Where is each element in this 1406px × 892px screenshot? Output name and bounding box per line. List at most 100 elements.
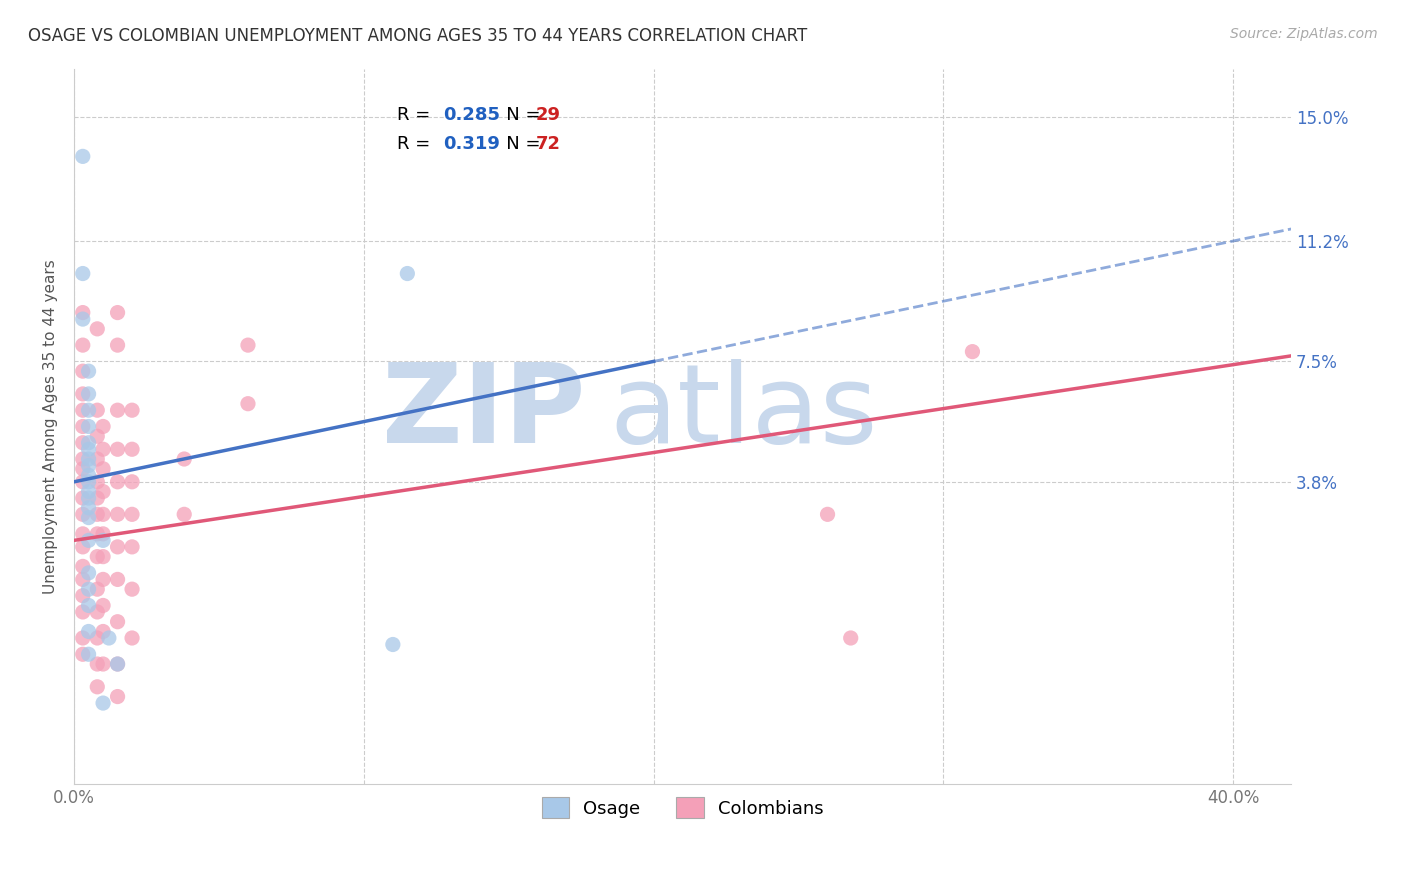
Point (107, 540, 129, 554)
Point (86, 605, 108, 619)
Point (72, 647, 94, 661)
Point (962, 344, 984, 359)
Point (72, 526, 94, 541)
Point (381, 638, 404, 652)
Point (77, 387, 100, 401)
Point (91, 442, 114, 457)
Point (72, 305, 94, 319)
Point (107, 615, 129, 629)
Y-axis label: Unemployment Among Ages 35 to 44 years: Unemployment Among Ages 35 to 44 years (44, 259, 58, 594)
Point (86, 526, 108, 541)
Point (72, 312, 94, 326)
Point (107, 657, 129, 671)
Point (72, 559, 94, 574)
Point (91, 696, 114, 710)
Text: 0.319: 0.319 (443, 135, 499, 153)
Point (77, 599, 100, 613)
Point (72, 491, 94, 505)
Point (86, 657, 108, 671)
Point (91, 462, 114, 476)
Point (91, 573, 114, 587)
Point (86, 429, 108, 443)
Point (91, 533, 114, 548)
Point (72, 338, 94, 352)
Point (77, 647, 100, 661)
Point (72, 573, 94, 587)
Point (91, 657, 114, 671)
Point (107, 475, 129, 489)
Point (396, 267, 419, 281)
Point (107, 403, 129, 417)
Text: OSAGE VS COLOMBIAN UNEMPLOYMENT AMONG AGES 35 TO 44 YEARS CORRELATION CHART: OSAGE VS COLOMBIAN UNEMPLOYMENT AMONG AG… (28, 27, 807, 45)
Point (72, 452, 94, 467)
Point (236, 397, 259, 411)
Point (72, 149, 94, 163)
Point (72, 540, 94, 554)
Point (107, 442, 129, 457)
Point (86, 680, 108, 694)
Point (72, 475, 94, 489)
Point (77, 435, 100, 450)
Point (77, 582, 100, 597)
Point (77, 533, 100, 548)
Point (121, 631, 143, 645)
Point (72, 435, 94, 450)
Point (77, 468, 100, 483)
Point (77, 624, 100, 639)
Point (77, 475, 100, 489)
Point (86, 549, 108, 564)
Point (72, 387, 94, 401)
Point (72, 419, 94, 434)
Text: atlas: atlas (610, 359, 879, 466)
Point (86, 582, 108, 597)
Point (107, 508, 129, 522)
Point (77, 484, 100, 499)
Point (91, 549, 114, 564)
Text: R =: R = (396, 135, 436, 153)
Point (86, 403, 108, 417)
Point (121, 508, 143, 522)
Text: ZIP: ZIP (382, 359, 585, 466)
Point (77, 566, 100, 580)
Point (91, 599, 114, 613)
Point (72, 589, 94, 603)
Point (121, 582, 143, 597)
Point (107, 305, 129, 319)
Point (121, 403, 143, 417)
Point (72, 462, 94, 476)
Text: N =: N = (489, 106, 547, 124)
Text: 0.285: 0.285 (443, 106, 501, 124)
Point (97, 631, 120, 645)
Point (77, 510, 100, 524)
Point (86, 491, 108, 505)
Point (91, 624, 114, 639)
Point (86, 475, 108, 489)
Point (77, 491, 100, 505)
Text: R =: R = (396, 106, 436, 124)
Legend: Osage, Colombians: Osage, Colombians (534, 790, 831, 825)
Point (107, 657, 129, 671)
Point (107, 338, 129, 352)
Point (77, 452, 100, 467)
Point (77, 500, 100, 515)
Point (72, 508, 94, 522)
Point (91, 508, 114, 522)
Text: N =: N = (489, 135, 547, 153)
Point (77, 458, 100, 473)
Point (121, 475, 143, 489)
Point (86, 322, 108, 336)
Point (91, 484, 114, 499)
Point (173, 508, 195, 522)
Text: Source: ZipAtlas.com: Source: ZipAtlas.com (1230, 27, 1378, 41)
Point (72, 403, 94, 417)
Point (91, 526, 114, 541)
Text: 72: 72 (536, 135, 561, 153)
Point (77, 419, 100, 434)
Point (817, 508, 839, 522)
Point (77, 364, 100, 378)
Point (77, 403, 100, 417)
Point (121, 442, 143, 457)
Point (72, 605, 94, 619)
Point (839, 631, 862, 645)
Point (107, 690, 129, 704)
